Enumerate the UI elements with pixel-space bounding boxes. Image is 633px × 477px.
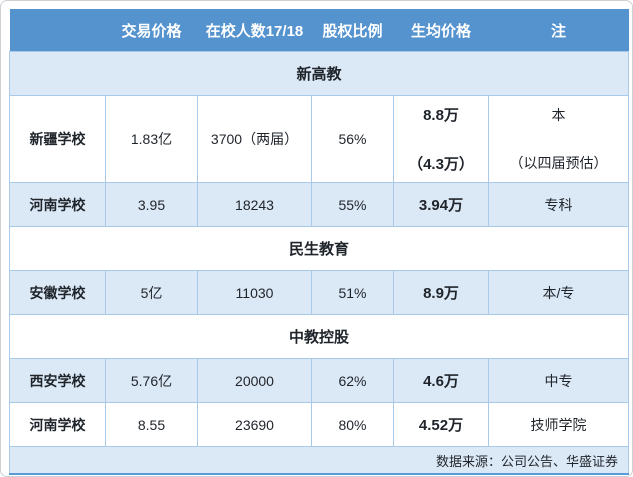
equity-cell: 80%	[311, 402, 394, 447]
per-student-cell: 8.8万 （4.3万）	[393, 95, 489, 183]
cell-line: 专科	[544, 196, 573, 213]
equity-cell: 55%	[311, 182, 394, 227]
note-cell-lines: 专科	[489, 195, 628, 215]
note-cell: 技师学院	[488, 402, 629, 447]
column-header-4: 生均价格	[393, 9, 489, 52]
data-source-note: 数据来源：公司公告、华盛证券	[9, 446, 629, 475]
per-student-cell: 8.9万	[393, 270, 489, 315]
note-cell-lines: 中专	[489, 371, 628, 391]
header-row: 交易价格 在校人数17/18 股权比例 生均价格注	[9, 9, 629, 52]
note-cell: 中专	[488, 358, 629, 403]
cell-line: 本/专	[542, 284, 575, 301]
corner-header-cell	[9, 9, 106, 52]
school-cell: 河南学校	[9, 182, 106, 227]
cell-line: 本	[551, 107, 566, 123]
cell-line: 4.52万	[418, 417, 464, 434]
per-student-cell-lines: 3.94万	[394, 194, 488, 215]
group-row-2: 中教控股	[9, 314, 629, 359]
price-cell: 5.76亿	[105, 358, 198, 403]
note-cell: 专科	[488, 182, 629, 227]
per-student-cell-lines: 8.9万	[394, 282, 488, 303]
price-cell: 1.83亿	[105, 95, 198, 183]
group-header-cell: 中教控股	[9, 314, 629, 359]
equity-cell: 51%	[311, 270, 394, 315]
group-header-cell: 新高教	[9, 51, 629, 96]
cell-line: 技师学院	[530, 416, 587, 433]
cell-line: 8.8万	[423, 107, 459, 124]
note-cell-lines: 本/专	[489, 283, 628, 303]
group-header-cell: 民生教育	[9, 226, 629, 271]
students-cell: 20000	[197, 358, 312, 403]
school-cell: 西安学校	[9, 358, 106, 403]
group-row-1: 民生教育	[9, 226, 629, 271]
table-header: 交易价格 在校人数17/18 股权比例 生均价格注	[9, 9, 629, 52]
cell-line: 3.94万	[418, 197, 464, 214]
students-cell: 11030	[197, 270, 312, 315]
equity-cell: 62%	[311, 358, 394, 403]
column-header-2: 在校人数17/18	[197, 9, 312, 52]
school-comparison-table: 交易价格 在校人数17/18 股权比例 生均价格注 新高教 新疆学校 1.83亿 3700（…	[9, 9, 629, 475]
price-cell: 8.55	[105, 402, 198, 447]
table-body: 新高教 新疆学校 1.83亿 3700（两届） 56% 8.8万 （4.3万） 本 （以四届预估…	[9, 51, 629, 475]
per-student-cell: 4.6万	[393, 358, 489, 403]
note-cell-lines: 技师学院	[489, 415, 628, 435]
column-header-1: 交易价格	[105, 9, 198, 52]
price-cell: 5亿	[105, 270, 198, 315]
cell-line: 4.6万	[423, 373, 459, 390]
per-student-cell-lines: 4.6万	[394, 370, 488, 391]
per-student-cell: 4.52万	[393, 402, 489, 447]
table-row: 河南学校 3.95 18243 55% 3.94万 专科	[9, 182, 629, 227]
table-row: 新疆学校 1.83亿 3700（两届） 56% 8.8万 （4.3万） 本 （以四届预估）	[9, 95, 629, 183]
footer-row: 数据来源：公司公告、华盛证券	[9, 446, 629, 475]
table-row: 河南学校 8.55 23690 80% 4.52万 技师学院	[9, 402, 629, 447]
students-cell: 18243	[197, 182, 312, 227]
per-student-cell-lines: 8.8万 （4.3万）	[394, 104, 488, 174]
per-student-cell-lines: 4.52万	[394, 414, 488, 435]
school-cell: 新疆学校	[9, 95, 106, 183]
column-header-3: 股权比例	[311, 9, 394, 52]
school-cell: 河南学校	[9, 402, 106, 447]
group-row-0: 新高教	[9, 51, 629, 96]
note-cell-lines: 本 （以四届预估）	[489, 105, 628, 173]
table-row: 西安学校 5.76亿 20000 62% 4.6万 中专	[9, 358, 629, 403]
cell-line: （以四届预估）	[509, 155, 608, 171]
school-cell: 安徽学校	[9, 270, 106, 315]
note-cell: 本 （以四届预估）	[488, 95, 629, 183]
price-cell: 3.95	[105, 182, 198, 227]
cell-line: （4.3万）	[408, 156, 474, 173]
per-student-cell: 3.94万	[393, 182, 489, 227]
column-header-5: 注	[488, 9, 629, 52]
students-cell: 23690	[197, 402, 312, 447]
cell-line: 中专	[544, 372, 573, 389]
table-row: 安徽学校 5亿 11030 51% 8.9万 本/专	[9, 270, 629, 315]
cell-line: 8.9万	[423, 285, 459, 302]
note-cell: 本/专	[488, 270, 629, 315]
equity-cell: 56%	[311, 95, 394, 183]
students-cell: 3700（两届）	[197, 95, 312, 183]
